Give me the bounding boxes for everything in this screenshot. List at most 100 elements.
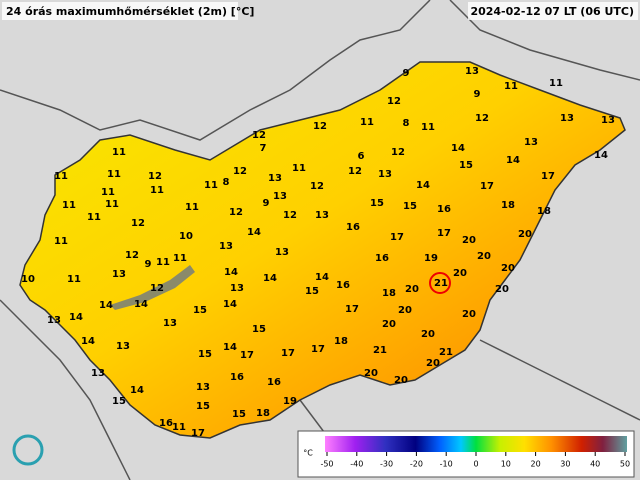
station-value: 16 bbox=[437, 204, 451, 215]
colorbar-tick-label: 20 bbox=[531, 460, 541, 469]
station-value: 11 bbox=[107, 169, 121, 180]
station-value: 18 bbox=[256, 408, 270, 419]
station-value: 14 bbox=[223, 342, 237, 353]
timestamp: 2024-02-12 07 LT (06 UTC) bbox=[470, 5, 634, 18]
station-value: 11 bbox=[150, 185, 164, 196]
station-value: 15 bbox=[305, 286, 319, 297]
station-value: 20 bbox=[495, 284, 509, 295]
station-value: 15 bbox=[198, 349, 212, 360]
station-value: 17 bbox=[311, 344, 325, 355]
station-value: 11 bbox=[101, 187, 115, 198]
station-value: 13 bbox=[601, 115, 615, 126]
station-value: 9 bbox=[145, 259, 152, 270]
station-value: 20 bbox=[364, 368, 378, 379]
station-value: 11 bbox=[54, 171, 68, 182]
station-value: 20 bbox=[477, 251, 491, 262]
station-value: 11 bbox=[54, 236, 68, 247]
station-value: 17 bbox=[480, 181, 494, 192]
station-value: 11 bbox=[421, 122, 435, 133]
colorbar-tick-label: -40 bbox=[350, 460, 363, 469]
station-value: 12 bbox=[148, 171, 162, 182]
station-value: 15 bbox=[252, 324, 266, 335]
station-value: 13 bbox=[273, 191, 287, 202]
station-value: 14 bbox=[416, 180, 430, 191]
colorbar-tick-label: 30 bbox=[560, 460, 570, 469]
station-value: 18 bbox=[382, 288, 396, 299]
station-value: 17 bbox=[240, 350, 254, 361]
station-value: 14 bbox=[81, 336, 95, 347]
station-value: 13 bbox=[112, 269, 126, 280]
station-value: 17 bbox=[281, 348, 295, 359]
station-value: 20 bbox=[518, 229, 532, 240]
station-value: 21 bbox=[434, 278, 448, 289]
station-value: 14 bbox=[594, 150, 608, 161]
station-value: 14 bbox=[506, 155, 520, 166]
station-value: 13 bbox=[91, 368, 105, 379]
station-value: 14 bbox=[224, 267, 238, 278]
station-value: 14 bbox=[263, 273, 277, 284]
station-value: 12 bbox=[475, 113, 489, 124]
station-value: 13 bbox=[524, 137, 538, 148]
colorbar-tick-label: 10 bbox=[501, 460, 511, 469]
station-value: 13 bbox=[230, 283, 244, 294]
station-value: 11 bbox=[112, 147, 126, 158]
station-value: 16 bbox=[375, 253, 389, 264]
station-value: 14 bbox=[130, 385, 144, 396]
station-value: 15 bbox=[403, 201, 417, 212]
station-value: 16 bbox=[230, 372, 244, 383]
station-value: 15 bbox=[232, 409, 246, 420]
station-value: 20 bbox=[398, 305, 412, 316]
station-value: 9 bbox=[474, 89, 481, 100]
station-value: 20 bbox=[426, 358, 440, 369]
colorbar-tick-label: -30 bbox=[380, 460, 393, 469]
station-value: 20 bbox=[501, 263, 515, 274]
station-value: 12 bbox=[252, 130, 266, 141]
station-value: 20 bbox=[453, 268, 467, 279]
lake bbox=[110, 265, 195, 310]
station-value: 11 bbox=[62, 200, 76, 211]
station-value: 20 bbox=[394, 375, 408, 386]
station-value: 13 bbox=[315, 210, 329, 221]
station-value: 15 bbox=[196, 401, 210, 412]
station-value: 20 bbox=[462, 309, 476, 320]
country bbox=[19, 61, 626, 439]
station-value: 11 bbox=[185, 202, 199, 213]
logo bbox=[12, 434, 44, 466]
station-value: 13 bbox=[219, 241, 233, 252]
station-value: 14 bbox=[247, 227, 261, 238]
title-box bbox=[2, 2, 238, 20]
station-value: 15 bbox=[370, 198, 384, 209]
station-value: 14 bbox=[315, 272, 329, 283]
station-value: 11 bbox=[105, 199, 119, 210]
station-value: 18 bbox=[334, 336, 348, 347]
colorbar-unit: °C bbox=[303, 449, 313, 458]
station-value: 13 bbox=[163, 318, 177, 329]
station-value: 11 bbox=[504, 81, 518, 92]
colorbar bbox=[325, 436, 627, 452]
station-value: 11 bbox=[173, 253, 187, 264]
station-value: 13 bbox=[275, 247, 289, 258]
station-value: 9 bbox=[403, 68, 410, 79]
station-value: 8 bbox=[223, 177, 230, 188]
station-value: 9 bbox=[263, 198, 270, 209]
station-value: 10 bbox=[21, 274, 35, 285]
station-value: 12 bbox=[150, 283, 164, 294]
station-value: 13 bbox=[560, 113, 574, 124]
colorbar-tick-label: 50 bbox=[620, 460, 630, 469]
station-value: 17 bbox=[191, 428, 205, 439]
station-value: 11 bbox=[87, 212, 101, 223]
station-value: 12 bbox=[387, 96, 401, 107]
station-value: 17 bbox=[541, 171, 555, 182]
station-value: 13 bbox=[116, 341, 130, 352]
station-value: 13 bbox=[47, 315, 61, 326]
station-value: 14 bbox=[99, 300, 113, 311]
station-value: 20 bbox=[405, 284, 419, 295]
station-value: 13 bbox=[465, 66, 479, 77]
colorbar-tick-label: 40 bbox=[590, 460, 600, 469]
station-value: 12 bbox=[391, 147, 405, 158]
station-value: 10 bbox=[179, 231, 193, 242]
colorbar-tick-label: 0 bbox=[473, 460, 478, 469]
